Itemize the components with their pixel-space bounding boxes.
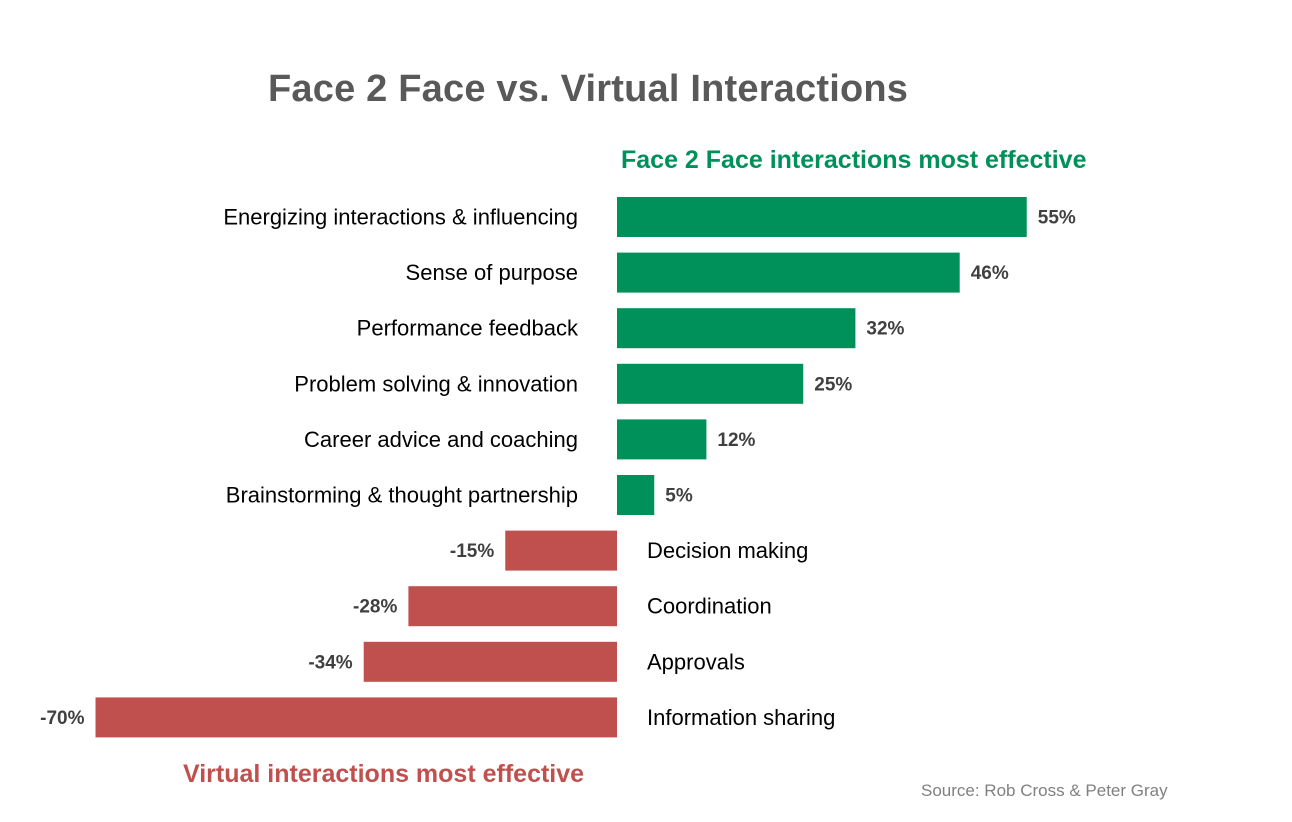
bar [617, 197, 1027, 237]
bar [505, 530, 617, 571]
value-label: 12% [717, 430, 755, 451]
bar [617, 419, 707, 460]
value-label: -70% [40, 708, 84, 729]
category-label: Sense of purpose [406, 260, 578, 285]
category-label: Approvals [647, 649, 745, 674]
bar [617, 363, 804, 404]
bar [617, 475, 655, 515]
value-label: 25% [814, 374, 852, 395]
value-label: -34% [308, 652, 352, 673]
value-label: -28% [353, 597, 397, 618]
category-label: Coordination [647, 594, 772, 619]
category-label: Problem solving & innovation [294, 371, 578, 396]
value-label: 32% [866, 319, 904, 340]
bar [408, 586, 617, 627]
bar [617, 308, 856, 349]
bar [617, 252, 960, 293]
category-label: Information sharing [647, 705, 835, 730]
value-label: -15% [450, 541, 494, 562]
source-note: Source: Rob Cross & Peter Gray [921, 781, 1168, 800]
category-label: Career advice and coaching [304, 427, 578, 452]
value-label: 5% [665, 486, 693, 507]
chart-title: Face 2 Face vs. Virtual Interactions [268, 68, 909, 110]
category-label: Decision making [647, 538, 808, 563]
negative-caption: Virtual interactions most effective [183, 760, 585, 788]
bar [95, 697, 617, 738]
category-label: Brainstorming & thought partnership [226, 483, 578, 508]
category-label: Performance feedback [357, 316, 579, 341]
category-label: Energizing interactions & influencing [223, 205, 578, 230]
value-label: 46% [971, 263, 1009, 284]
bar [363, 641, 617, 682]
positive-caption: Face 2 Face interactions most effective [621, 146, 1087, 174]
value-label: 55% [1038, 208, 1076, 229]
